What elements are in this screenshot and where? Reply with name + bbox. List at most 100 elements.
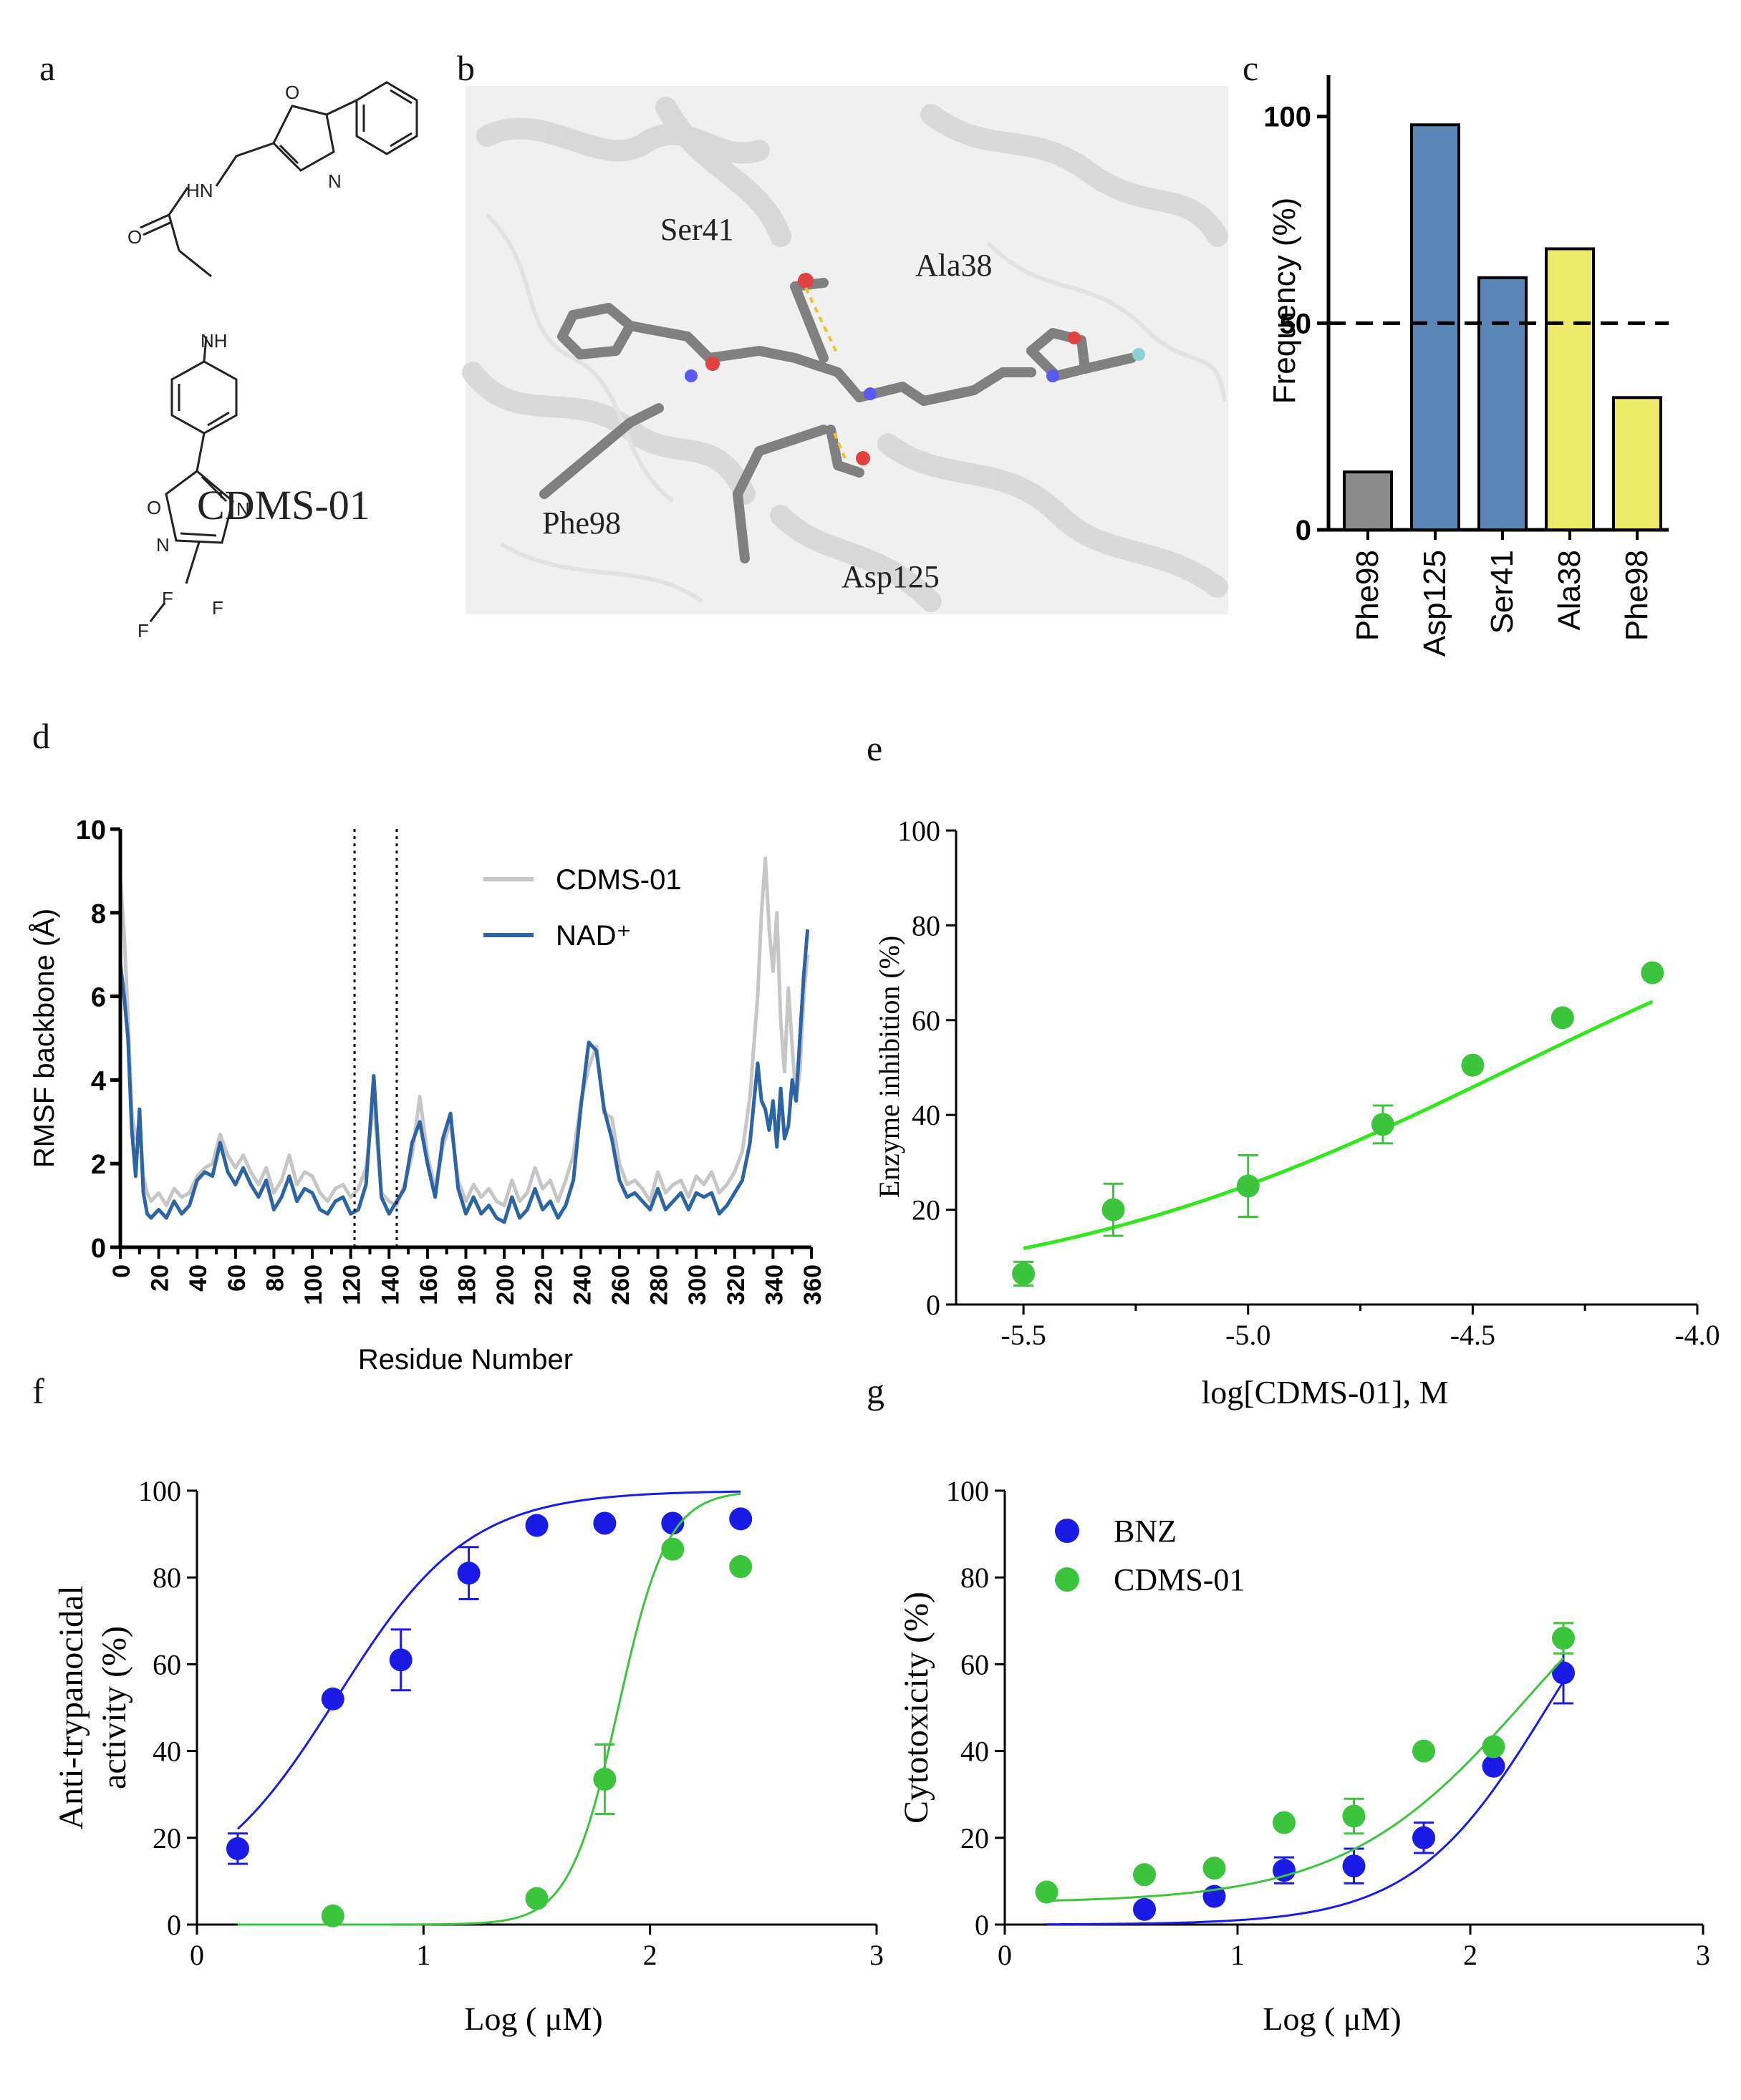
y-tick-label: 40	[153, 1736, 181, 1768]
d-x-tick-label: 40	[185, 1264, 212, 1292]
residue-label-asp125: Asp125	[841, 559, 940, 594]
c-y-tick-label: 0	[1296, 515, 1311, 546]
x-tick-label: -4.0	[1674, 1319, 1720, 1351]
data-point-cdms-01	[1550, 1006, 1574, 1030]
c-bar-ser41	[1477, 276, 1528, 531]
panel-letter-e: e	[867, 728, 882, 768]
data-point-bnz	[389, 1648, 413, 1672]
data-point-cdms-01	[593, 1767, 617, 1791]
residue-label-ser41: Ser41	[660, 212, 734, 247]
y-tick-label: 20	[912, 1194, 940, 1226]
d-y-tick-label: 6	[91, 983, 106, 1013]
atom-label-hn: HN	[186, 180, 213, 201]
data-point-cdms-01	[1133, 1863, 1156, 1887]
data-point-bnz	[1482, 1754, 1505, 1778]
e-x-axis-label: log[CDMS-01], M	[1201, 1374, 1448, 1411]
data-point-cdms-01	[1273, 1811, 1296, 1834]
atom-label-f1: F	[162, 588, 173, 609]
d-x-tick-label: 320	[723, 1264, 750, 1305]
y-tick-label: 100	[138, 1475, 181, 1507]
docking-pose-image	[462, 86, 1228, 614]
x-tick-label: 3	[869, 1939, 884, 1971]
protein-loops	[485, 213, 1227, 604]
fit-curve-cdms-01	[1046, 1657, 1565, 1902]
data-point-cdms-01	[1101, 1198, 1125, 1221]
c-bar-asp125	[1410, 123, 1460, 532]
d-x-tick-label: 360	[799, 1264, 826, 1305]
phenylene-ring	[170, 360, 238, 435]
c-y-tick-label: 100	[1263, 102, 1311, 133]
data-point-cdms-01	[661, 1537, 685, 1561]
data-point-bnz	[321, 1687, 344, 1711]
f-y-axis-label-line2: activity (%)	[95, 1626, 133, 1789]
data-point-bnz	[729, 1507, 753, 1531]
y-tick-label: 80	[153, 1562, 181, 1594]
data-point-cdms-01	[1641, 961, 1664, 984]
atom-label-o2: O	[127, 226, 142, 248]
data-point-cdms-01	[1012, 1262, 1036, 1285]
y-tick-label: 80	[912, 909, 940, 942]
compound-name: CDMS-01	[197, 482, 370, 528]
panel-letter-a: a	[39, 48, 55, 88]
d-series-line-cdms-01	[118, 856, 810, 1208]
data-point-cdms-01	[1202, 1857, 1226, 1880]
atom-label-nh: NH	[201, 330, 228, 352]
data-point-cdms-01	[1482, 1735, 1505, 1758]
d-x-tick-label: 200	[492, 1264, 519, 1305]
x-tick-label: -4.5	[1450, 1319, 1495, 1351]
chart-f-anti-trypanocidal: 0 20 40 60 80 100 0 1 2 3 Log ( μM) Anti-trypanocid…	[52, 1475, 884, 2037]
residue-label-ala38: Ala38	[915, 248, 993, 283]
c-x-tick-label: Phe98	[1619, 550, 1654, 641]
phenyl-ring	[355, 81, 418, 155]
d-x-tick-label: 60	[223, 1264, 251, 1292]
data-point-cdms-01	[1236, 1174, 1260, 1198]
x-tick-label: 0	[190, 1939, 204, 1971]
residue-label-phe98: Phe98	[542, 505, 621, 541]
x-tick-label: 1	[1230, 1939, 1245, 1971]
data-point-bnz	[1133, 1897, 1156, 1921]
d-legend-label-cdms-01: CDMS-01	[556, 864, 682, 896]
y-tick-label: 60	[960, 1648, 989, 1680]
g-legend-label-cdms-01: CDMS-01	[1114, 1562, 1245, 1597]
fit-curve-cdms-01	[237, 1492, 741, 1926]
fit-curve-bnz	[236, 1490, 741, 1830]
data-point-cdms-01	[1371, 1113, 1394, 1136]
structure-atom-labels: O N HN O NH N O N F F F	[127, 82, 342, 642]
oxazole-ring	[272, 105, 335, 172]
e-y-axis-label: Enzyme inhibition (%)	[873, 936, 905, 1199]
d-x-tick-label: 160	[415, 1264, 443, 1305]
data-point-bnz	[525, 1514, 549, 1537]
x-tick-label: 3	[1696, 1939, 1710, 1971]
d-y-tick-label: 0	[91, 1234, 106, 1264]
y-tick-label: 20	[960, 1822, 989, 1854]
hydrogen-bonds	[804, 287, 847, 459]
c-y-axis-label: Frequency (%)	[1267, 198, 1302, 405]
y-tick-label: 0	[167, 1909, 181, 1941]
ligand-fluorines	[1132, 348, 1145, 361]
data-point-bnz	[457, 1562, 481, 1585]
atom-label-o1: O	[285, 82, 299, 103]
x-tick-label: -5.0	[1225, 1319, 1270, 1351]
fit-curve-cdms-01	[1023, 1000, 1654, 1251]
g-legend-label-bnz: BNZ	[1114, 1514, 1177, 1549]
d-x-tick-label: 140	[377, 1264, 404, 1305]
data-point-bnz	[226, 1837, 249, 1860]
atom-label-n1: N	[328, 170, 342, 192]
c-y-tick-label: 50	[1280, 308, 1312, 339]
data-point-bnz	[1412, 1826, 1435, 1849]
d-x-tick-label: 340	[761, 1264, 788, 1305]
data-point-cdms-01	[1552, 1627, 1575, 1650]
ligand-oxygens	[705, 273, 1081, 465]
d-x-tick-label: 220	[531, 1264, 558, 1305]
d-x-tick-label: 280	[646, 1264, 673, 1305]
y-tick-label: 60	[153, 1648, 181, 1680]
d-y-tick-label: 8	[91, 899, 106, 929]
data-point-cdms-01	[1035, 1880, 1058, 1904]
x-tick-label: 1	[416, 1939, 430, 1971]
data-point-cdms-01	[1461, 1053, 1485, 1077]
panel-letter-f: f	[32, 1371, 44, 1411]
y-tick-label: 100	[897, 815, 940, 847]
g-legend-marker-cdms-01	[1055, 1567, 1079, 1592]
y-tick-label: 0	[975, 1909, 989, 1941]
